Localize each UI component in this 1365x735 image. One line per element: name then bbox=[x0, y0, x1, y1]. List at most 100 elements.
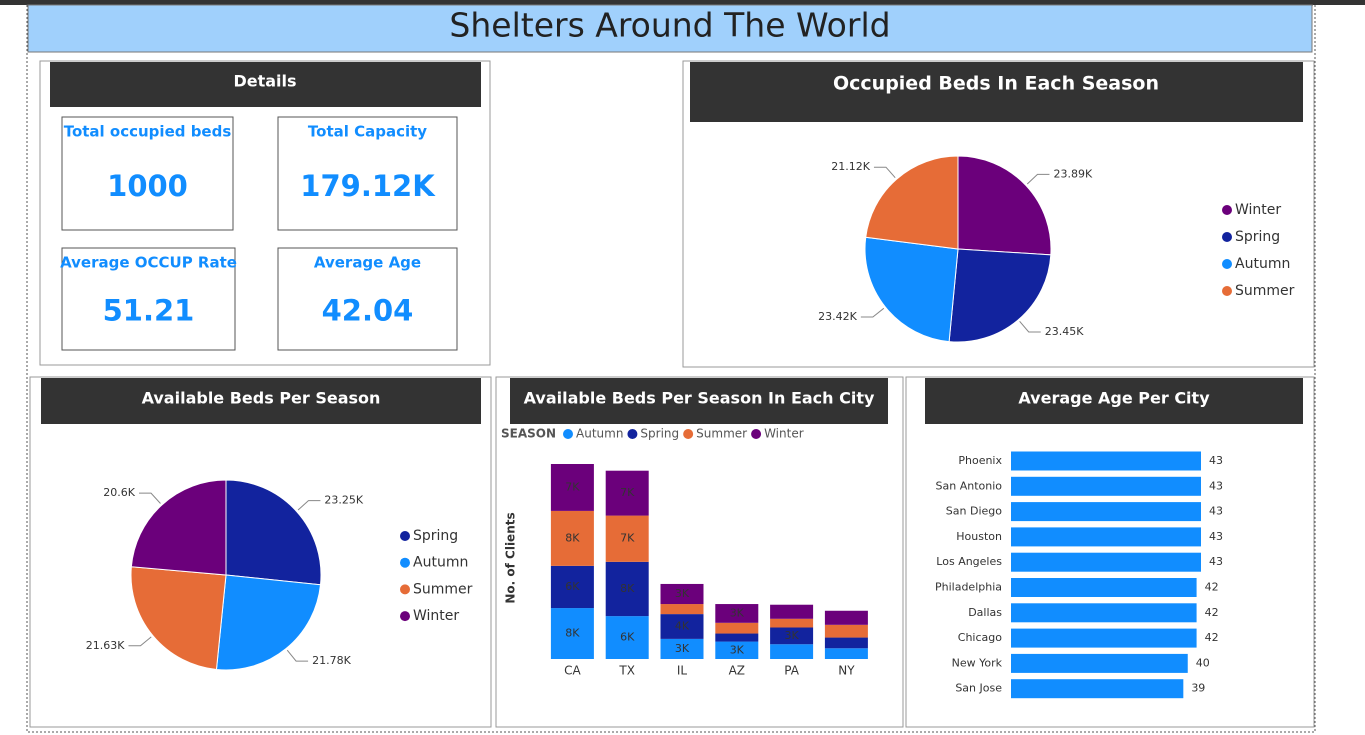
y-tick-label: San Jose bbox=[955, 682, 1002, 695]
bar-segment bbox=[605, 561, 649, 617]
bar-segment bbox=[550, 510, 594, 566]
data-label: 3K bbox=[730, 606, 745, 619]
data-label: 6K bbox=[620, 631, 635, 644]
legend-label: Spring bbox=[640, 427, 679, 441]
data-label: 43 bbox=[1209, 530, 1223, 543]
kpi-label: Average OCCUP Rate bbox=[60, 254, 237, 272]
panel bbox=[905, 376, 1315, 728]
bar-segment bbox=[770, 618, 814, 628]
y-tick-label: San Antonio bbox=[936, 479, 1003, 492]
bar-segment bbox=[824, 637, 868, 649]
page-title: Shelters Around The World bbox=[449, 6, 890, 45]
data-label: 20.6K bbox=[103, 486, 135, 499]
pie-slice bbox=[864, 236, 959, 343]
leader-line bbox=[297, 500, 321, 511]
bar-segment bbox=[770, 627, 814, 645]
data-label: 42 bbox=[1205, 631, 1219, 644]
legend-label: Autumn bbox=[1235, 256, 1290, 272]
pie-slice bbox=[130, 479, 227, 576]
legend-marker bbox=[1222, 286, 1232, 296]
legend-marker bbox=[400, 584, 410, 595]
leader-line bbox=[286, 649, 309, 662]
data-label: 43 bbox=[1209, 454, 1223, 467]
legend-marker bbox=[683, 429, 694, 439]
bar-segment bbox=[715, 604, 759, 623]
kpi-card bbox=[277, 247, 458, 351]
y-tick-label: San Diego bbox=[946, 505, 1002, 518]
data-label: 43 bbox=[1209, 479, 1223, 492]
x-tick-label: CA bbox=[564, 664, 581, 678]
panel-title: Available Beds Per Season In Each City bbox=[524, 389, 875, 408]
title-bar bbox=[27, 4, 1313, 53]
kpi-card bbox=[61, 116, 234, 231]
bar-segment bbox=[770, 644, 814, 659]
pie-slice bbox=[225, 479, 322, 586]
legend-label: Autumn bbox=[576, 427, 623, 441]
bar-segment bbox=[660, 614, 704, 639]
legend-label: Spring bbox=[413, 528, 458, 544]
data-label: 7K bbox=[565, 480, 580, 493]
pie-slice bbox=[948, 248, 1052, 343]
bar bbox=[1011, 552, 1201, 572]
legend-marker bbox=[400, 611, 410, 622]
leader-line bbox=[1019, 320, 1041, 333]
kpi-card bbox=[277, 116, 458, 231]
bar-segment bbox=[824, 610, 868, 625]
leader-line bbox=[860, 307, 885, 318]
x-tick-label: TX bbox=[618, 664, 635, 678]
panel-header bbox=[925, 378, 1303, 424]
kpi-value: 42.04 bbox=[322, 293, 414, 327]
panel-title: Occupied Beds In Each Season bbox=[833, 73, 1159, 95]
panel-header bbox=[41, 378, 481, 424]
y-tick-label: Chicago bbox=[958, 631, 1002, 644]
data-label: 43 bbox=[1209, 555, 1223, 568]
data-label: 42 bbox=[1205, 606, 1219, 619]
panel-header bbox=[690, 62, 1303, 122]
x-tick-label: PA bbox=[784, 664, 799, 678]
data-label: 23.89K bbox=[1053, 167, 1092, 180]
pie-slice bbox=[957, 155, 1052, 256]
data-label: 8K bbox=[565, 531, 580, 544]
bar bbox=[1011, 578, 1197, 597]
pie-slice bbox=[215, 574, 322, 671]
panel-title: Average Age Per City bbox=[1018, 389, 1210, 408]
data-label: 7K bbox=[620, 486, 635, 499]
y-tick-label: New York bbox=[952, 656, 1003, 669]
y-tick-label: Philadelphia bbox=[935, 581, 1002, 594]
bar-segment bbox=[715, 622, 759, 634]
legend-marker bbox=[1222, 205, 1232, 215]
bar-segment bbox=[824, 624, 868, 638]
y-tick-label: Los Angeles bbox=[936, 555, 1002, 568]
bar bbox=[1011, 451, 1201, 471]
x-tick-label: IL bbox=[677, 664, 688, 678]
kpi-card bbox=[61, 247, 236, 351]
x-tick-label: AZ bbox=[729, 664, 745, 678]
y-tick-label: Phoenix bbox=[958, 454, 1002, 467]
legend-marker bbox=[400, 557, 410, 568]
kpi-value: 1000 bbox=[107, 169, 188, 203]
bar bbox=[1011, 653, 1188, 673]
y-tick-label: Dallas bbox=[968, 606, 1002, 619]
legend-label: Winter bbox=[764, 427, 804, 441]
panel-title: Details bbox=[233, 72, 296, 91]
data-label: 21.63K bbox=[86, 639, 125, 652]
bar-segment bbox=[660, 604, 704, 615]
pie-slice bbox=[130, 566, 227, 671]
data-label: 23.25K bbox=[324, 494, 363, 507]
data-label: 7K bbox=[620, 532, 635, 545]
legend-marker bbox=[1222, 232, 1232, 242]
panel-header bbox=[50, 62, 481, 107]
legend-label: Summer bbox=[1235, 283, 1295, 299]
data-label: 43 bbox=[1209, 505, 1223, 518]
y-axis-title: No. of Clients bbox=[504, 512, 518, 603]
legend-label: Winter bbox=[1235, 202, 1281, 218]
bar-segment bbox=[660, 583, 704, 605]
bar-segment bbox=[715, 633, 759, 642]
data-label: 6K bbox=[565, 580, 580, 593]
bar-segment bbox=[550, 464, 594, 511]
bar-segment bbox=[715, 641, 759, 659]
legend-marker bbox=[1222, 259, 1232, 269]
data-label: 3K bbox=[730, 643, 745, 656]
bar-segment bbox=[660, 638, 704, 659]
